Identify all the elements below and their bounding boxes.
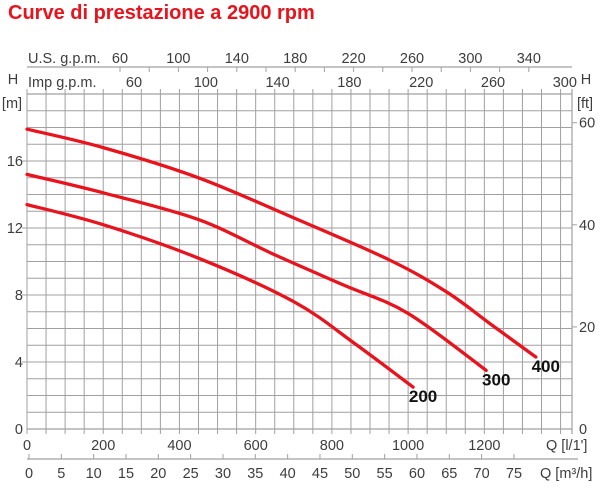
h-ft-axis-unit: [ft] (577, 96, 593, 112)
imp-gpm-tick: 180 (337, 75, 361, 91)
q-m3h-tick: 10 (86, 466, 102, 482)
q-m3h-tick: 50 (344, 466, 360, 482)
us-gpm-tick: 140 (225, 51, 249, 67)
h-m-tick: 16 (7, 154, 23, 170)
q-lmin-tick: 600 (244, 438, 268, 454)
q-m3h-tick: 70 (474, 466, 490, 482)
curve-400 (25, 127, 538, 359)
curve-label-200: 200 (409, 387, 437, 406)
q-m3h-tick: 75 (506, 466, 522, 482)
q-m3h-tick: 5 (57, 466, 65, 482)
us-gpm-tick: 340 (517, 51, 541, 67)
h-m-tick: 0 (15, 422, 23, 438)
q-lmin-axis-label: Q [l/1'] (546, 438, 587, 454)
q-m3h-tick: 40 (280, 466, 296, 482)
q-lmin-tick: 0 (23, 438, 31, 454)
q-m3h-tick: 60 (409, 466, 425, 482)
chart-title: Curve di prestazione a 2900 rpm (8, 2, 315, 24)
q-lmin-tick: 1000 (392, 438, 424, 454)
q-lmin-tick: 1200 (468, 438, 500, 454)
h-ft-axis-letter: H (581, 72, 591, 88)
q-m3h-tick: 35 (247, 466, 263, 482)
q-m3h-tick: 65 (441, 466, 457, 482)
q-m3h-axis-label: Q [m³/h] (540, 466, 592, 482)
q-m3h-tick: 45 (312, 466, 328, 482)
h-m-axis-unit: [m] (2, 96, 22, 112)
h-ft-tick: 40 (579, 218, 595, 234)
us-gpm-tick: 60 (112, 51, 128, 67)
q-m3h-tick: 20 (150, 466, 166, 482)
us-gpm-axis-label: U.S. g.p.m. (28, 51, 101, 67)
imp-gpm-tick: 100 (194, 75, 218, 91)
q-lmin-tick: 200 (91, 438, 115, 454)
us-gpm-tick: 300 (458, 51, 482, 67)
curve-200 (25, 202, 415, 389)
us-gpm-tick: 260 (400, 51, 424, 67)
h-ft-tick: 60 (579, 116, 595, 132)
h-ft-tick: 20 (579, 320, 595, 336)
q-m3h-tick: 15 (118, 466, 134, 482)
imp-gpm-tick: 220 (409, 75, 433, 91)
imp-gpm-tick: 300 (553, 75, 577, 91)
q-m3h-tick: 25 (183, 466, 199, 482)
curve-label-300: 300 (482, 370, 510, 389)
curve-300 (25, 172, 488, 373)
h-m-tick: 12 (7, 221, 23, 237)
imp-gpm-axis-label: Imp g.p.m. (28, 75, 97, 91)
us-gpm-tick: 100 (166, 51, 190, 67)
us-gpm-tick: 220 (341, 51, 365, 67)
h-m-tick: 8 (15, 288, 23, 304)
h-m-tick: 4 (15, 355, 23, 371)
q-m3h-tick: 30 (215, 466, 231, 482)
h-ft-tick: 0 (579, 422, 587, 438)
q-m3h-tick: 0 (25, 466, 33, 482)
q-lmin-tick: 400 (167, 438, 191, 454)
imp-gpm-tick: 60 (126, 75, 142, 91)
q-lmin-tick: 800 (320, 438, 344, 454)
imp-gpm-tick: 140 (265, 75, 289, 91)
q-m3h-tick: 55 (377, 466, 393, 482)
curve-label-400: 400 (532, 357, 560, 376)
h-m-axis-letter: H (8, 72, 18, 88)
imp-gpm-tick: 260 (481, 75, 505, 91)
us-gpm-tick: 180 (283, 51, 307, 67)
